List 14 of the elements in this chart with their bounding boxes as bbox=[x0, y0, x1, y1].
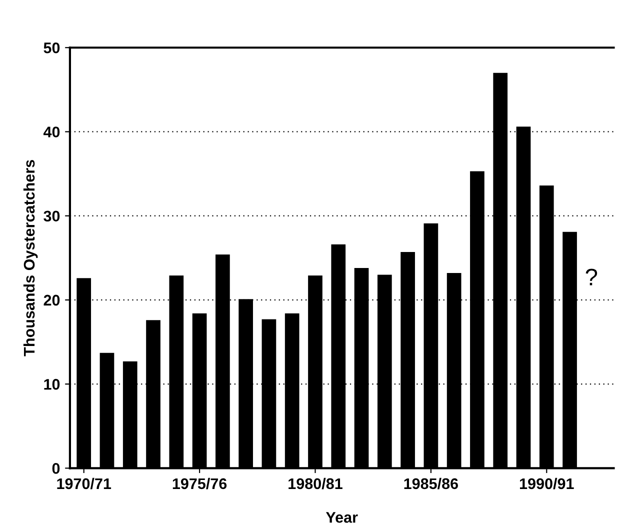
x-tick-label: 1990/91 bbox=[520, 478, 574, 490]
y-tick-label: 0 bbox=[52, 463, 60, 474]
x-tick-label: 1975/76 bbox=[172, 478, 227, 490]
x-tick-label: 1970/71 bbox=[57, 478, 112, 490]
x-tick-label: 1985/86 bbox=[404, 478, 458, 490]
y-tick-label: 30 bbox=[44, 210, 60, 222]
x-tick-label: 1980/81 bbox=[288, 478, 342, 490]
x-axis-title: Year bbox=[326, 512, 358, 523]
y-axis-title: Thousands Oystercatchers bbox=[23, 160, 38, 356]
y-tick-label: 20 bbox=[44, 294, 60, 306]
y-tick-label: 40 bbox=[43, 126, 60, 138]
y-tick-label: 10 bbox=[44, 378, 60, 390]
text: ? bbox=[586, 268, 598, 286]
y-tick-label: 50 bbox=[44, 42, 60, 54]
